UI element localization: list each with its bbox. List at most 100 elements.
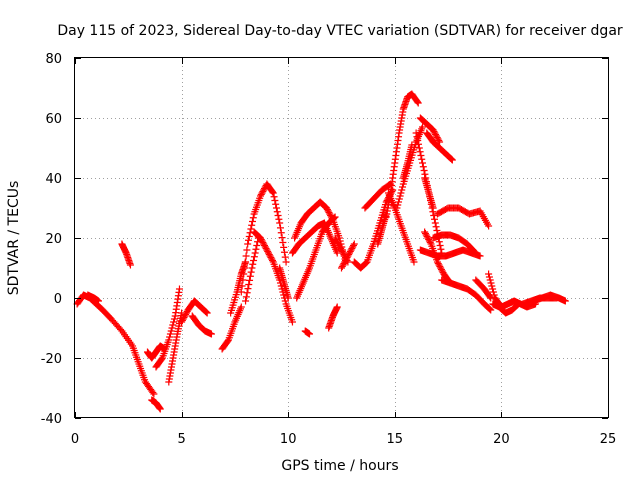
data-point — [432, 131, 440, 138]
x-tick-label: 0 — [71, 432, 79, 447]
series-arc-09 — [190, 297, 211, 317]
data-point — [486, 293, 494, 301]
data-point — [488, 282, 496, 290]
data-point — [412, 129, 420, 137]
data-point — [268, 255, 276, 263]
y-tick-label: 20 — [45, 232, 62, 247]
data-point — [268, 257, 276, 264]
data-point — [280, 248, 288, 256]
data-point — [240, 264, 248, 272]
data-point — [180, 314, 188, 321]
data-point — [261, 243, 269, 251]
data-point — [126, 261, 134, 269]
data-point — [282, 258, 290, 266]
data-point — [202, 308, 210, 316]
data-point — [349, 242, 357, 249]
x-tick-labels: 0 5 10 15 20 25 — [71, 432, 616, 447]
data-point — [248, 221, 256, 229]
series-arc-02 — [84, 291, 102, 305]
data-point — [346, 248, 354, 255]
data-point — [272, 200, 280, 208]
data-point — [266, 252, 274, 260]
data-point — [241, 258, 249, 266]
data-point — [553, 294, 561, 302]
data-point — [561, 297, 569, 305]
data-point — [393, 204, 401, 212]
data-point — [417, 152, 425, 159]
data-point — [436, 138, 444, 146]
data-point — [431, 129, 439, 137]
data-point — [335, 242, 343, 249]
series-arc-03 — [118, 240, 134, 269]
series-arc-16 — [276, 264, 292, 302]
data-point — [447, 155, 455, 162]
data-point — [325, 209, 333, 216]
data-point — [175, 285, 183, 293]
data-point — [323, 204, 331, 212]
data-point — [249, 214, 257, 222]
series-arc-05 — [148, 396, 164, 413]
x-axis-label: GPS time / hours — [281, 458, 398, 474]
data-point — [486, 305, 494, 313]
data-point — [245, 233, 253, 240]
series-arc-23 — [331, 234, 352, 266]
data-point — [331, 213, 339, 221]
series-arc-33 — [423, 129, 456, 164]
data-point — [486, 276, 494, 284]
x-tick-label: 25 — [600, 432, 617, 447]
data-point — [436, 242, 444, 249]
series-arc-12 — [227, 258, 250, 317]
data-point — [277, 229, 285, 237]
data-point — [334, 239, 342, 246]
series-arc-32 — [416, 114, 444, 146]
data-point — [246, 272, 254, 280]
data-point — [421, 230, 429, 237]
data-point — [247, 225, 255, 233]
y-axis-label: SDTVAR / TECUs — [6, 181, 22, 296]
data-point — [262, 245, 270, 252]
data-point — [419, 159, 427, 167]
data-point — [339, 249, 347, 257]
data-point — [275, 215, 283, 223]
data-point — [416, 148, 424, 156]
data-point — [433, 134, 441, 141]
data-point — [349, 243, 357, 251]
series-arc-39 — [416, 246, 484, 260]
data-point — [167, 327, 175, 335]
data-point — [487, 306, 495, 314]
data-point — [207, 330, 215, 338]
data-point — [245, 281, 253, 288]
data-point — [257, 236, 265, 243]
series-arc-25 — [361, 180, 395, 212]
data-point — [430, 128, 438, 135]
data-point — [348, 245, 356, 252]
series-arc-20 — [301, 327, 314, 338]
data-point — [490, 291, 498, 299]
data-point — [432, 132, 440, 140]
data-point — [410, 258, 418, 266]
data-point — [338, 264, 345, 272]
data-point — [347, 246, 355, 254]
data-point — [326, 210, 334, 218]
data-point — [259, 188, 267, 195]
data-point — [237, 303, 245, 311]
data-point — [166, 333, 174, 341]
data-point — [337, 245, 345, 252]
data-point — [182, 311, 190, 318]
data-point — [395, 195, 403, 203]
data-point — [257, 191, 265, 198]
data-point — [419, 163, 427, 171]
series-arc-28 — [382, 90, 422, 221]
data-point — [278, 234, 286, 242]
data-point — [333, 303, 341, 311]
data-point — [423, 233, 431, 240]
data-point — [395, 198, 403, 206]
data-point — [244, 285, 252, 293]
data-point — [251, 249, 259, 257]
y-tick-label: 80 — [45, 52, 62, 67]
data-point — [330, 214, 338, 222]
data-point — [336, 243, 344, 251]
data-point — [331, 234, 339, 242]
data-point — [264, 249, 272, 257]
